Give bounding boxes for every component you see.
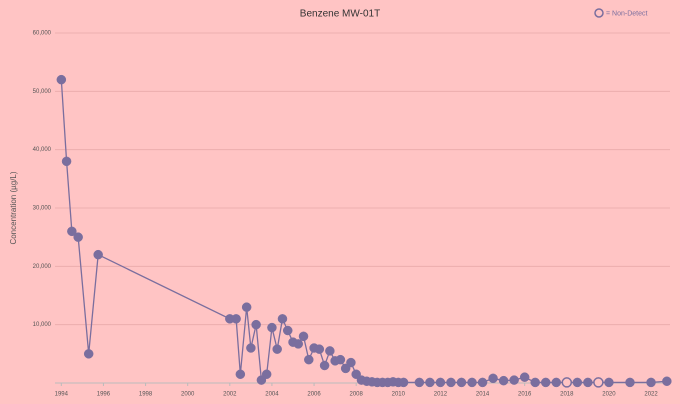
x-tick-label: 2000 bbox=[181, 392, 195, 398]
data-point bbox=[67, 226, 77, 237]
data-point bbox=[83, 349, 94, 359]
data-point bbox=[251, 319, 261, 330]
data-point bbox=[662, 376, 672, 386]
data-point bbox=[414, 377, 425, 388]
data-point bbox=[277, 314, 288, 324]
data-point bbox=[231, 314, 241, 324]
data-point bbox=[551, 377, 562, 388]
data-point bbox=[398, 377, 409, 388]
x-tick-label: 2014 bbox=[476, 392, 490, 398]
x-tick-label: 2018 bbox=[560, 392, 574, 398]
data-point bbox=[488, 373, 498, 384]
x-tick-label: 2008 bbox=[350, 392, 364, 398]
x-tick-label: 2020 bbox=[602, 392, 616, 398]
data-point bbox=[335, 354, 346, 365]
y-axis-label: Concentration (µg/L) bbox=[9, 171, 18, 244]
data-point bbox=[425, 377, 435, 388]
y-tick-label: 50,000 bbox=[33, 89, 52, 95]
data-point bbox=[561, 377, 573, 388]
data-point bbox=[519, 372, 530, 382]
data-point bbox=[456, 377, 467, 388]
x-tick-label: 2004 bbox=[265, 392, 279, 398]
data-point bbox=[646, 377, 656, 388]
x-tick-label: 2012 bbox=[434, 392, 448, 398]
data-point bbox=[530, 377, 540, 388]
data-point bbox=[298, 331, 309, 342]
x-tick-label: 2010 bbox=[392, 392, 406, 398]
data-point bbox=[272, 344, 282, 354]
data-point bbox=[261, 369, 272, 379]
data-point bbox=[540, 377, 551, 388]
legend-label: = Non-Detect bbox=[606, 10, 647, 17]
y-tick-label: 10,000 bbox=[33, 322, 52, 328]
data-point bbox=[583, 377, 593, 388]
x-tick-label: 2016 bbox=[518, 392, 532, 398]
x-tick-label: 2022 bbox=[644, 392, 658, 398]
data-point bbox=[282, 325, 293, 336]
x-tick-label: 1994 bbox=[55, 392, 69, 398]
data-point bbox=[325, 346, 335, 356]
y-tick-label: 30,000 bbox=[33, 206, 52, 212]
data-point bbox=[241, 302, 252, 312]
x-tick-label: 1998 bbox=[139, 392, 153, 398]
data-point bbox=[93, 249, 103, 260]
data-point bbox=[446, 377, 456, 388]
data-point bbox=[293, 339, 304, 349]
data-point bbox=[304, 354, 314, 365]
data-point bbox=[572, 377, 583, 388]
data-point bbox=[477, 377, 488, 388]
data-point bbox=[509, 375, 519, 385]
data-point bbox=[346, 357, 356, 368]
data-point bbox=[61, 156, 72, 167]
y-tick-label: 40,000 bbox=[33, 147, 52, 153]
data-point bbox=[593, 377, 604, 388]
data-point bbox=[467, 377, 477, 388]
data-point bbox=[267, 322, 277, 333]
data-point bbox=[498, 375, 509, 386]
data-point bbox=[319, 360, 330, 371]
data-point bbox=[246, 343, 256, 353]
data-point bbox=[73, 232, 83, 242]
data-point bbox=[625, 377, 635, 388]
data-point bbox=[435, 377, 446, 388]
x-tick-label: 2006 bbox=[307, 392, 321, 398]
y-tick-label: 20,000 bbox=[33, 264, 52, 270]
data-point bbox=[235, 369, 246, 379]
data-point bbox=[604, 377, 614, 388]
data-point bbox=[56, 74, 67, 85]
chart-title: Benzene MW-01T bbox=[300, 9, 380, 20]
legend-marker bbox=[594, 8, 604, 18]
x-tick-label: 2002 bbox=[223, 392, 237, 398]
x-tick-label: 1996 bbox=[97, 392, 111, 398]
data-point bbox=[314, 344, 325, 354]
y-tick-label: 60,000 bbox=[33, 31, 52, 37]
